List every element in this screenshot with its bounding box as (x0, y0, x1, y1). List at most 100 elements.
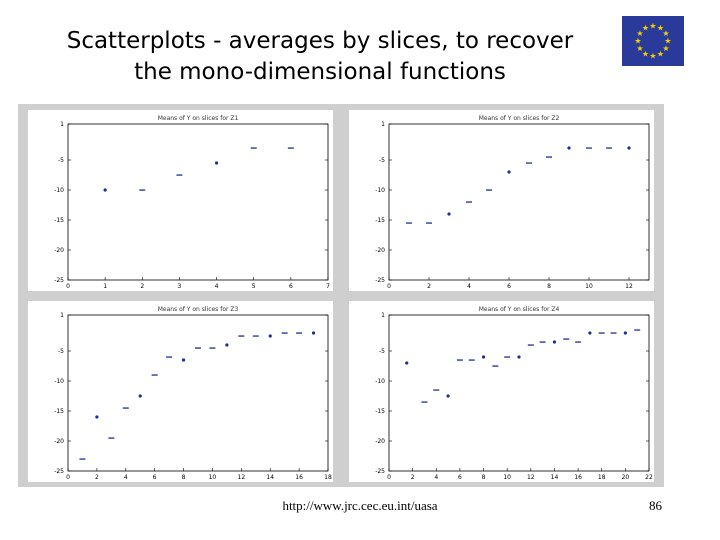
data-point (539, 341, 546, 343)
plots-panel: Means of Y on slices for Z1 0 1 2 3 4 5 6 7 1 -5 -1… (18, 104, 664, 487)
data-point (433, 389, 440, 391)
data-point (504, 356, 511, 358)
x-tick-label: 3 (178, 283, 182, 290)
eu-flag-logo: ★★★★★★★★★ ★ ★★ (622, 16, 684, 66)
flag-stars: ★★★★★★★★★ ★ ★★ (634, 22, 671, 61)
plot-title: Means of Y on slices for Z2 (479, 115, 560, 122)
y-tick-label: -10 (54, 187, 64, 194)
x-tick-label: 2 (411, 474, 415, 481)
flag-star-icon: ★ (642, 24, 649, 33)
data-point (176, 174, 183, 176)
data-point (406, 222, 412, 224)
y-tick-label: 1 (381, 312, 385, 319)
x-tick-label: 12 (527, 474, 535, 481)
data-point (634, 329, 641, 331)
flag-star-icon: ★ (662, 44, 669, 53)
x-tick-label: 18 (324, 474, 332, 481)
scatterplot-z2: Means of Y on slices for Z2 0 2 4 6 8 10 12 1 -5 -… (349, 110, 654, 291)
x-tick-label: 2 (140, 283, 144, 290)
x-tick-label: 20 (622, 474, 630, 481)
x-tick-label: 16 (574, 474, 582, 481)
x-tick-label: 10 (585, 283, 593, 290)
x-tick-label: 5 (252, 283, 256, 290)
y-tick-label: 1 (60, 312, 64, 319)
y-tick-label: -10 (375, 378, 385, 385)
data-point (446, 394, 450, 398)
data-point (623, 331, 627, 335)
data-point (627, 146, 631, 150)
data-point (563, 338, 570, 340)
x-tick-label: 12 (625, 283, 633, 290)
data-point (214, 161, 219, 165)
flag-star-icon: ★ (662, 29, 669, 38)
footer-url[interactable]: http://www.jrc.cec.eu.int/uasa (282, 498, 438, 513)
data-point (296, 332, 303, 334)
y-tick-label: -15 (375, 217, 385, 224)
x-tick-label: 18 (598, 474, 606, 481)
y-tick-label: -5 (379, 157, 385, 164)
flag-background (622, 16, 684, 66)
y-tick-label: -5 (58, 157, 64, 164)
flag-star-icon: ★ (664, 37, 671, 46)
y-tick-label: -25 (54, 277, 64, 284)
data-point (103, 188, 107, 192)
data-point (517, 355, 521, 359)
data-point (181, 358, 186, 362)
slide-title-line-1: Scatterplots - averages by slices, to re… (66, 28, 574, 54)
flag-star-icon: ★ (649, 52, 656, 61)
y-tick-label: -20 (54, 438, 64, 445)
x-tick-label: 14 (266, 474, 274, 481)
x-tick-label: 2 (427, 283, 431, 290)
data-point (447, 212, 451, 216)
data-point (151, 374, 158, 376)
y-tick-label: -25 (375, 277, 385, 284)
data-point (108, 437, 115, 439)
data-point (421, 401, 428, 403)
flag-star-icon: ★ (636, 44, 643, 53)
axes-frame (67, 314, 329, 472)
data-point (250, 147, 257, 149)
x-tick-label: 16 (295, 474, 303, 481)
plot-title: Means of Y on slices for Z4 (479, 306, 560, 313)
data-point (95, 415, 99, 419)
data-point (281, 332, 288, 334)
scatterplots-grid: Means of Y on slices for Z10 1 2 3 4 5 6 71-5-1… (28, 110, 654, 482)
x-tick-label: 7 (326, 283, 330, 290)
data-point (252, 335, 259, 337)
data-point (486, 189, 492, 191)
data-point (138, 394, 142, 398)
data-point (586, 147, 592, 149)
data-point (466, 201, 472, 203)
axes-frame (388, 314, 650, 472)
x-tick-label: 0 (66, 283, 70, 290)
data-point (468, 359, 475, 361)
page-number: 86 (649, 498, 662, 513)
y-tick-label: -15 (54, 408, 64, 415)
data-point (426, 222, 432, 224)
axes-frame (67, 123, 329, 281)
x-tick-label: 12 (238, 474, 246, 481)
y-tick-label: -10 (375, 187, 385, 194)
flag-star-icon: ★ (636, 29, 643, 38)
data-point (575, 341, 582, 343)
y-tick-label: 1 (381, 121, 385, 128)
data-point (552, 340, 557, 344)
x-tick-label: 10 (209, 474, 217, 481)
data-point (139, 189, 146, 191)
y-tick-label: -20 (54, 247, 64, 254)
data-point (195, 347, 201, 349)
data-point (225, 343, 229, 347)
slide-title: Scatterplots - averages by slices, to re… (40, 26, 600, 88)
x-tick-label: 6 (507, 283, 511, 290)
plot-area (349, 301, 654, 482)
y-tick-label: 1 (60, 121, 64, 128)
x-tick-label: 0 (387, 283, 391, 290)
plot-area (28, 110, 333, 291)
data-point (492, 365, 499, 367)
y-tick-label: -25 (54, 468, 64, 475)
data-point (588, 331, 592, 335)
x-tick-label: 4 (467, 283, 471, 290)
x-tick-label: 2 (95, 474, 99, 481)
data-point (598, 332, 605, 334)
x-tick-label: 1 (103, 283, 107, 290)
